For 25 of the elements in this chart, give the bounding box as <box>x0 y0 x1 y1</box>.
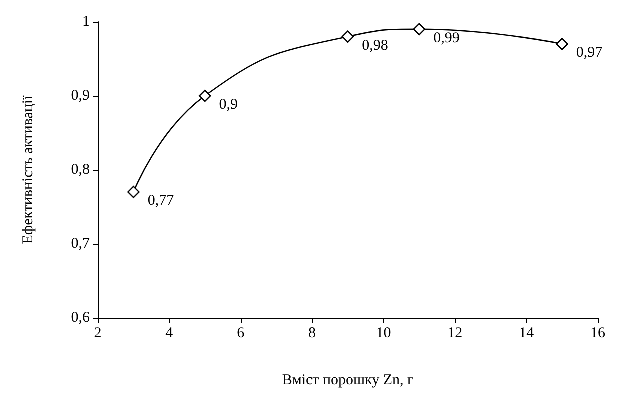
y-axis-title: Ефективність активації <box>20 94 36 244</box>
point <box>198 90 212 102</box>
point <box>342 30 354 43</box>
data-label: 0,99 <box>434 30 460 46</box>
point <box>128 186 140 198</box>
data-label: 0,97 <box>576 45 604 62</box>
point <box>556 38 568 50</box>
x-tick-label: 8 <box>308 326 316 342</box>
data-label: 0,9 <box>219 97 238 113</box>
point <box>413 23 426 36</box>
y-tick-label: 0,7 <box>71 236 90 252</box>
data-label: 0,77 <box>148 193 175 210</box>
x-tick-label: 4 <box>166 326 174 342</box>
x-tick-label: 16 <box>590 326 606 342</box>
y-tick-label: 0,8 <box>71 162 90 178</box>
x-axis-title: Вміст порошку Zn, г <box>282 372 414 388</box>
data-label: 0,98 <box>362 38 388 54</box>
y-tick-label: 0,9 <box>71 88 90 104</box>
x-tick-label: 10 <box>376 326 392 342</box>
x-tick-label: 14 <box>519 326 535 342</box>
y-tick-label: 0,6 <box>71 310 90 326</box>
y-tick-label: 1 <box>82 14 90 30</box>
x-tick-label: 12 <box>448 326 463 342</box>
x-tick-label: 6 <box>237 326 246 342</box>
x-tick-label: 2 <box>94 326 102 342</box>
